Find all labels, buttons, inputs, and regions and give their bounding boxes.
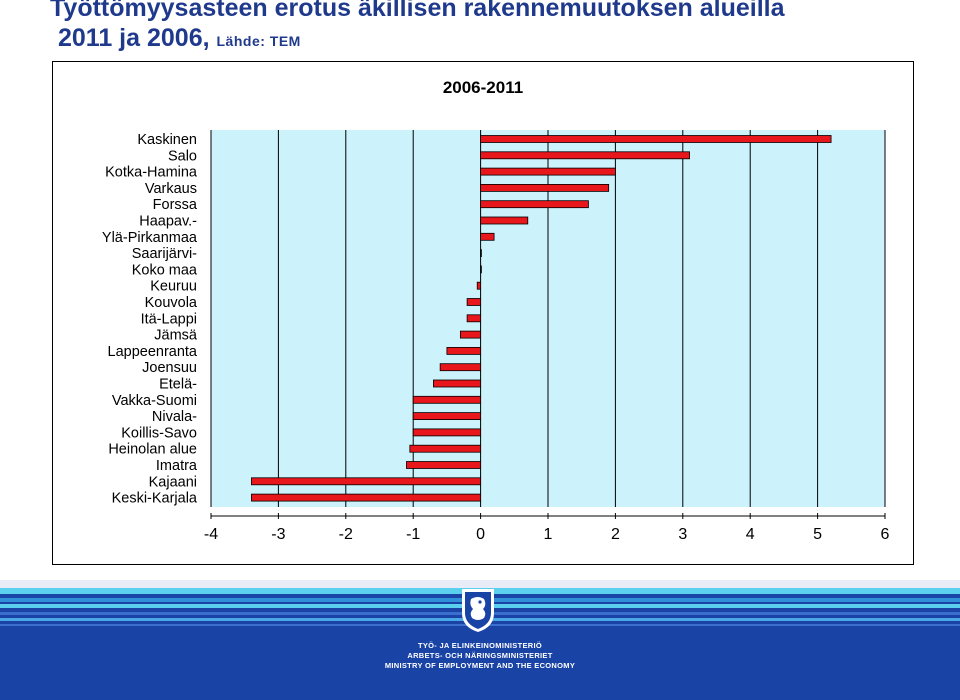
category-label: Vakka-Suomi xyxy=(112,393,197,409)
bar xyxy=(251,477,482,486)
category-label: Ylä-Pirkanmaa xyxy=(102,230,198,246)
bar xyxy=(251,493,482,502)
bar xyxy=(459,330,482,339)
bars xyxy=(251,135,832,502)
lion-coat-of-arms-icon xyxy=(462,589,494,632)
category-label: Keuruu xyxy=(150,279,197,295)
category-label: Koillis-Savo xyxy=(121,425,197,441)
bar xyxy=(480,232,495,241)
bar-chart: KaskinenSaloKotka-HaminaVarkausForssaHaa… xyxy=(102,78,890,543)
x-tick-label: 4 xyxy=(746,526,755,543)
category-label: Kouvola xyxy=(145,295,198,311)
x-tick-label: 3 xyxy=(678,526,687,543)
category-label: Saarijärvi- xyxy=(132,246,197,262)
category-label: Nivala- xyxy=(152,409,197,425)
x-tick-label: -4 xyxy=(204,526,218,543)
x-tick-label: 0 xyxy=(476,526,485,543)
category-label: Salo xyxy=(168,148,197,164)
bar xyxy=(466,314,481,323)
category-label: Jämsä xyxy=(154,328,198,344)
bar xyxy=(412,395,482,404)
x-tick-label: -2 xyxy=(339,526,353,543)
bar xyxy=(466,298,481,306)
x-tick-label: -1 xyxy=(406,526,420,543)
x-tick-label: 6 xyxy=(881,526,890,543)
category-label: Lappeenranta xyxy=(108,344,198,360)
bar xyxy=(439,363,482,372)
bar xyxy=(480,184,610,192)
category-label: Itä-Lappi xyxy=(141,311,197,327)
category-label: Kaskinen xyxy=(137,132,197,148)
x-tick-label: 2 xyxy=(611,526,620,543)
category-label: Forssa xyxy=(153,197,198,213)
bar xyxy=(480,151,690,160)
bar xyxy=(480,265,482,274)
x-axis: -4 -3 -2 -1 0 1 2 3 4 5 6 xyxy=(204,513,890,543)
category-labels: KaskinenSaloKotka-HaminaVarkausForssaHaa… xyxy=(102,132,198,507)
ministry-name-fi: TYÖ- JA ELINKEINOMINISTERIÖ xyxy=(417,641,543,650)
x-tick-label: 5 xyxy=(813,526,822,543)
gridlines xyxy=(210,130,886,507)
slide-subtitle: 2011 ja 2006, Lähde: TEM xyxy=(58,24,301,55)
slide-title: Työttömyysasteen erotus äkillisen rakenn… xyxy=(50,0,785,22)
bar xyxy=(480,249,482,258)
category-label: Koko maa xyxy=(132,262,198,278)
bar xyxy=(412,428,482,437)
footer-banner: TYÖ- JA ELINKEINOMINISTERIÖ ARBETS- OCH … xyxy=(0,580,960,700)
bar xyxy=(412,412,482,421)
chart-title: 2006-2011 xyxy=(443,78,523,97)
bar xyxy=(446,346,481,355)
x-tick-label: 1 xyxy=(544,526,553,543)
bar xyxy=(480,216,529,225)
category-label: Haapav.- xyxy=(139,214,197,230)
category-label: Kotka-Hamina xyxy=(105,165,198,181)
category-label: Kajaani xyxy=(149,474,197,490)
bar xyxy=(406,461,481,469)
subtitle-years: 2011 ja 2006, xyxy=(58,24,210,52)
source-label: Lähde: TEM xyxy=(216,33,301,49)
ministry-name-sv: ARBETS- OCH NÄRINGSMINISTERIET xyxy=(407,651,553,660)
bar xyxy=(476,281,482,290)
ministry-name-en: MINISTRY OF EMPLOYMENT AND THE ECONOMY xyxy=(384,661,576,670)
category-label: Joensuu xyxy=(142,360,197,376)
category-label: Heinolan alue xyxy=(108,442,197,458)
category-label: Varkaus xyxy=(145,181,197,197)
bar xyxy=(480,135,832,143)
x-tick-label: -3 xyxy=(271,526,285,543)
bar xyxy=(433,379,482,388)
chart-frame: Kaskinen Salo Kotka-Hamina Varkaus Forssa Haa… xyxy=(52,61,914,565)
bar xyxy=(480,200,589,209)
category-label: Etelä- xyxy=(159,377,197,393)
bar xyxy=(409,444,481,453)
category-label: Keski-Karjala xyxy=(112,491,198,507)
category-label: Imatra xyxy=(156,458,198,474)
bar xyxy=(480,167,616,176)
